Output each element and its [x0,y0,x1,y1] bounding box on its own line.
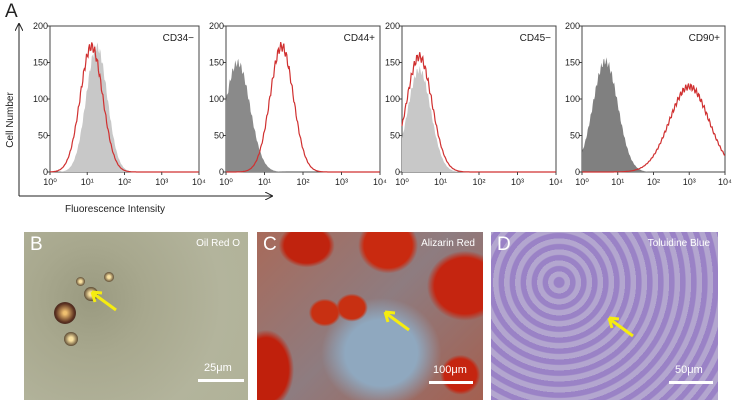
x-tick-label: 10⁴ [192,177,206,187]
x-tick-label: 10² [647,177,660,187]
photo-oil-red-o: B Oil Red O 25μm [24,232,248,400]
x-tick-label: 10² [296,177,309,187]
y-tick-label: 150 [385,58,400,68]
y-tick-label: 150 [565,58,580,68]
y-tick-label: 200 [565,21,580,31]
x-tick-label: 10³ [335,177,348,187]
x-tick-label: 10² [118,177,131,187]
marker-histogram [226,41,380,173]
x-tick-label: 10⁴ [718,177,732,187]
x-tick-label: 10¹ [611,177,624,187]
histogram-2: 10⁰ 10¹ 10² 10³ 10⁴ 0 50 100 150 200 CD45− [385,21,563,187]
x-axis-label: Fluorescence Intensity [65,204,165,215]
x-tick-label: 10⁴ [373,177,387,187]
y-tick-label: 0 [395,167,400,177]
marker-title: CD44+ [344,33,376,44]
plot-frame [49,25,200,173]
marker-title: CD45− [520,33,552,44]
y-tick-label: 100 [209,94,224,104]
x-tick-label: 10¹ [434,177,447,187]
photo-alizarin-red: C Alizarin Red 100μm [257,232,483,400]
lipid-droplet [54,302,76,324]
x-tick-label: 10¹ [81,177,94,187]
yellow-arrow-icon [607,316,634,338]
y-axis-label: Cell Number [5,92,16,148]
lipid-droplet [64,332,78,346]
scale-bar [669,381,713,384]
control-histogram [582,57,725,173]
x-tick-label: 10⁰ [43,177,57,187]
histogram-1: 10⁰ 10¹ 10² 10³ 10⁴ 0 50 100 150 200 CD44+ [209,21,387,187]
control-histogram [402,65,556,172]
y-tick-label: 150 [209,58,224,68]
y-tick-label: 100 [385,94,400,104]
x-tick-label: 10⁰ [395,177,409,187]
control-histogram [50,42,199,173]
y-tick-label: 150 [33,58,48,68]
marker-title: CD34− [163,33,195,44]
photo-toluidine-blue: D Toluidine Blue 50μm [491,232,718,400]
x-tick-label: 10⁰ [219,177,233,187]
yellow-arrow-icon [90,290,117,312]
flow-cytometry-histograms: Cell Number Fluorescence Intensity 10⁰ 10… [5,21,732,215]
scale-bar-label: 50μm [675,364,703,376]
x-tick-label: 10³ [155,177,168,187]
x-tick-label: 10⁰ [575,177,589,187]
lipid-droplet [76,277,85,286]
control-histogram [226,58,380,172]
stain-label: Alizarin Red [421,238,475,249]
panel-letter-c: C [263,234,277,255]
y-tick-label: 0 [43,167,48,177]
scale-bar-label: 25μm [204,362,232,374]
y-tick-label: 50 [390,131,400,141]
panel-letter-b: B [30,234,43,255]
scale-bar [429,381,473,384]
stain-label: Oil Red O [196,238,240,249]
histogram-3: 10⁰ 10¹ 10² 10³ 10⁴ 0 50 100 150 200 CD90+ [565,21,732,187]
panel-letter-a: A [5,1,18,22]
x-tick-label: 10⁴ [549,177,563,187]
marker-histogram [582,83,726,173]
y-tick-label: 200 [385,21,400,31]
scale-bar [198,379,244,382]
x-tick-label: 10¹ [258,177,271,187]
marker-title: CD90+ [689,33,721,44]
yellow-arrow-icon [383,310,410,332]
y-tick-label: 200 [33,21,48,31]
x-tick-label: 10² [472,177,485,187]
scale-bar-label: 100μm [433,364,467,376]
histogram-0: 10⁰ 10¹ 10² 10³ 10⁴ 0 50 100 150 200 CD34− [33,21,206,187]
x-tick-label: 10³ [683,177,696,187]
y-tick-label: 50 [570,131,580,141]
panel-letter-d: D [497,234,511,255]
x-tick-label: 10³ [511,177,524,187]
y-tick-label: 100 [33,94,48,104]
stain-label: Toluidine Blue [647,238,710,249]
y-tick-label: 100 [565,94,580,104]
y-tick-label: 0 [575,167,580,177]
y-tick-label: 0 [219,167,224,177]
y-tick-label: 50 [214,131,224,141]
y-tick-label: 50 [38,131,48,141]
lipid-droplet [104,272,114,282]
y-tick-label: 200 [209,21,224,31]
marker-histogram [49,42,199,173]
